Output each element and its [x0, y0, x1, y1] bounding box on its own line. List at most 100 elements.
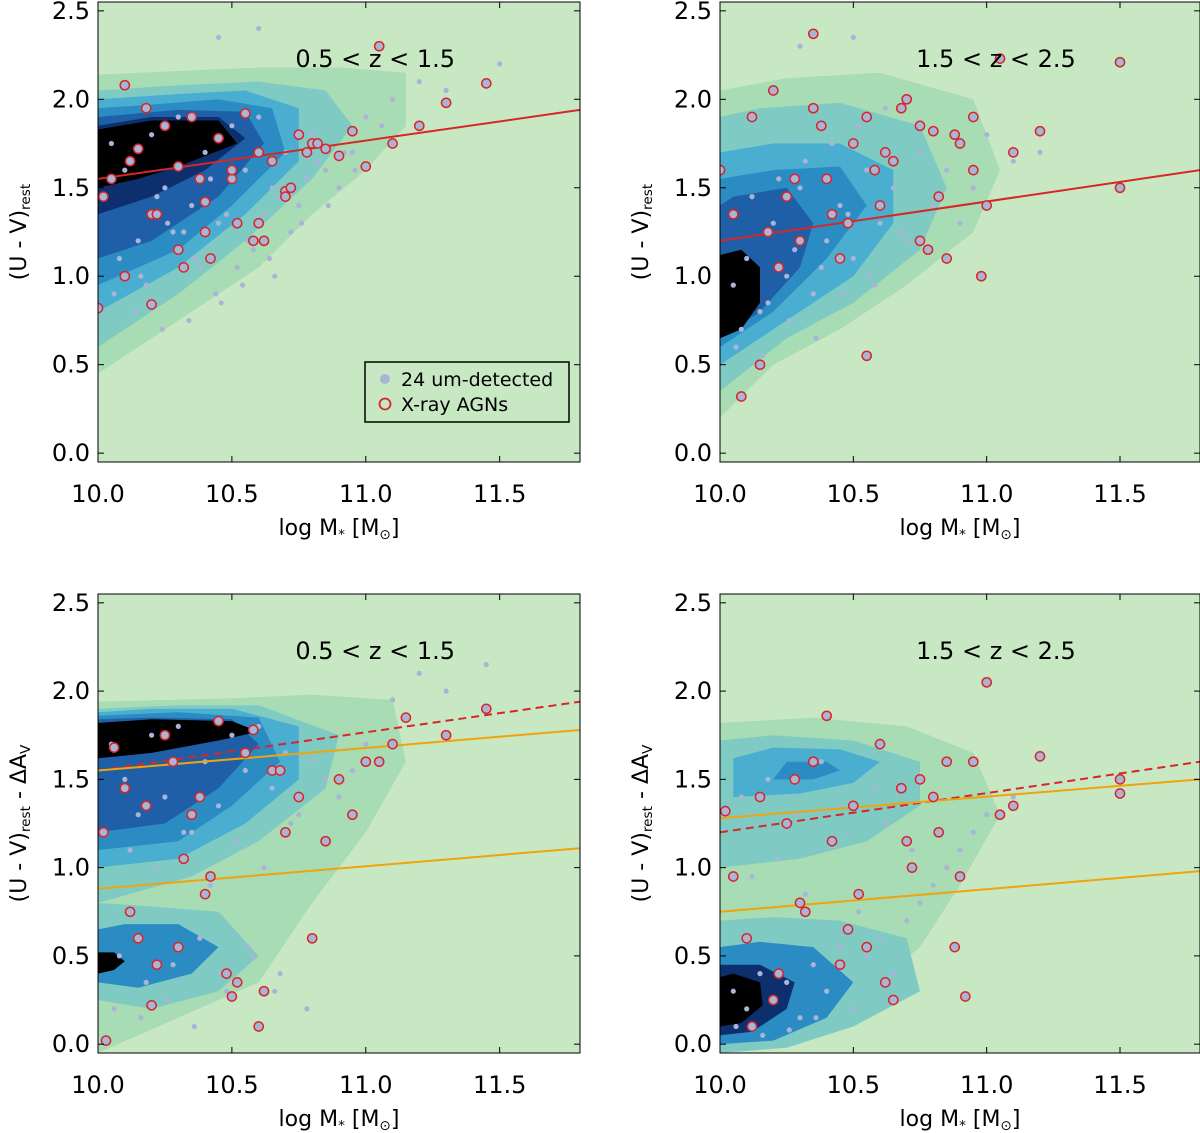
point-24um — [323, 776, 329, 783]
density-contour-3 — [773, 761, 840, 780]
point-agn — [247, 235, 259, 247]
point-24um — [810, 291, 816, 297]
point-agn — [159, 729, 171, 741]
point-24um — [218, 300, 224, 306]
point-agn — [901, 835, 913, 847]
point-24um — [776, 856, 782, 862]
point-agn — [914, 235, 926, 247]
point-agn — [861, 111, 873, 123]
point-24um — [416, 79, 422, 85]
point-24um — [837, 944, 843, 950]
point-agn — [172, 161, 184, 172]
point-agn — [874, 738, 886, 750]
point-24um — [186, 317, 192, 324]
point-agn — [194, 173, 206, 185]
x-tick-label: 11.0 — [960, 480, 1013, 508]
point-24um — [757, 971, 763, 977]
point-24um — [288, 820, 294, 827]
point-agn — [773, 968, 785, 979]
point-24um — [240, 282, 246, 288]
point-agn — [767, 994, 779, 1006]
point-24um — [242, 167, 248, 173]
y-tick-label: 2.5 — [52, 0, 90, 25]
point-24um — [733, 344, 739, 350]
point-agn — [914, 774, 926, 785]
legend-box — [364, 361, 570, 423]
x-tick-label: 10.0 — [71, 1071, 124, 1099]
point-24um — [864, 953, 870, 959]
point-24um — [416, 670, 422, 677]
point-24um — [135, 812, 141, 818]
y-axis-label: (U - V)rest — [629, 183, 656, 280]
point-24um — [797, 1015, 803, 1021]
point-24um — [363, 741, 369, 747]
point-24um — [792, 812, 798, 818]
point-24um — [256, 114, 262, 120]
point-24um — [944, 865, 950, 871]
point-24um — [261, 211, 267, 217]
point-agn — [213, 132, 224, 144]
x-tick-label: 10.0 — [693, 1071, 746, 1099]
point-24um — [269, 785, 275, 791]
point-agn — [239, 747, 251, 759]
point-agn — [720, 805, 731, 817]
point-24um — [215, 803, 222, 809]
point-24um — [234, 264, 240, 270]
point-agn — [826, 208, 838, 220]
y-tick-label: 1.5 — [674, 765, 712, 793]
point-agn — [1007, 800, 1019, 812]
point-24um — [309, 132, 315, 138]
line-upper-division — [98, 728, 580, 772]
point-24um — [824, 988, 830, 994]
panel-title: 1.5 < z < 2.5 — [916, 637, 1076, 665]
point-24um — [738, 794, 744, 800]
point-24um — [162, 185, 168, 191]
point-agn — [754, 359, 766, 371]
point-24um — [242, 767, 248, 774]
panel-3: 10.0 10.5 11.0 11.5 0.0 0.5 1.0 1.5 2.0 2.5 0.5 < … — [7, 589, 581, 1133]
point-24um — [250, 247, 256, 253]
point-agn — [360, 161, 372, 172]
point-24um — [390, 697, 396, 703]
point-agn — [954, 138, 966, 149]
x-tick-label: 11.0 — [339, 480, 392, 508]
legend-label-agn: X-ray AGNs — [401, 394, 508, 416]
point-agn — [861, 350, 873, 362]
point-24um — [890, 185, 896, 191]
point-agn — [1114, 182, 1126, 194]
point-agn — [172, 941, 184, 953]
point-24um — [336, 185, 342, 191]
point-agn — [194, 791, 206, 803]
point-24um — [266, 255, 272, 262]
point-24um — [866, 273, 872, 279]
point-agn — [799, 906, 811, 918]
point-24um — [845, 211, 851, 217]
y-tick-label: 2.0 — [674, 85, 712, 113]
point-24um — [111, 291, 117, 297]
point-24um — [443, 87, 449, 94]
axes-frame — [719, 593, 1200, 1054]
point-24um — [730, 282, 736, 288]
density-contour-5 — [98, 719, 259, 759]
point-agn — [815, 120, 827, 132]
y-tick-label: 2.5 — [52, 589, 90, 617]
point-24um — [304, 1006, 310, 1012]
point-24um — [170, 962, 176, 968]
point-24um — [213, 291, 219, 297]
point-agn — [226, 164, 238, 176]
y-tick-label: 2.5 — [674, 589, 712, 617]
point-24um — [882, 105, 888, 111]
point-24um — [127, 847, 133, 853]
point-24um — [272, 273, 278, 279]
x-tick-label: 10.5 — [827, 480, 880, 508]
point-24um — [261, 865, 267, 871]
point-agn — [347, 125, 358, 137]
point-agn — [140, 800, 152, 812]
point-agn — [914, 120, 926, 132]
point-agn — [949, 129, 961, 141]
point-agn — [789, 774, 801, 785]
point-agn — [199, 196, 211, 208]
point-24um — [298, 220, 305, 226]
point-agn — [869, 164, 881, 176]
point-24um — [234, 838, 240, 844]
